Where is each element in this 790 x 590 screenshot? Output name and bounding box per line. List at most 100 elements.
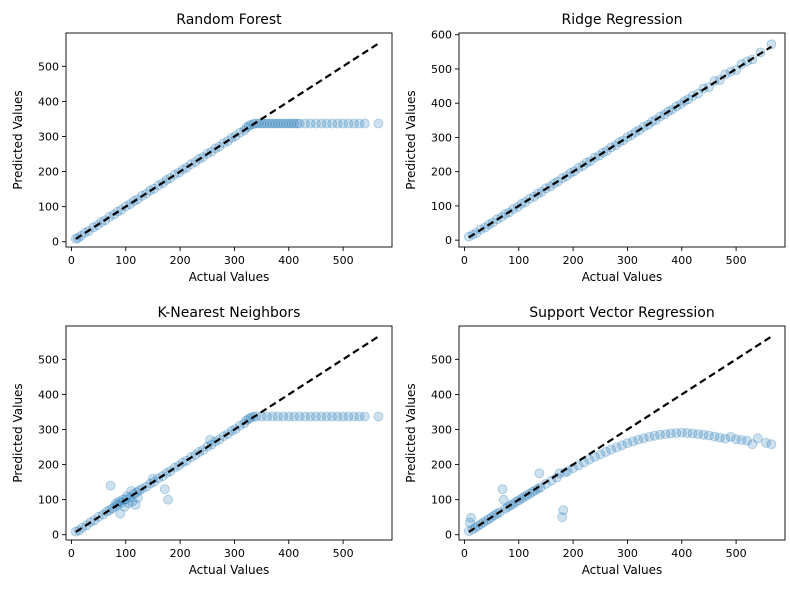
data-point [310, 118, 321, 129]
data-point [291, 118, 302, 129]
x-tick-label: 200 [170, 547, 191, 560]
data-point [281, 118, 292, 129]
data-point [644, 431, 655, 442]
data-point [305, 118, 316, 129]
data-point [316, 118, 327, 129]
y-tick-label: 300 [38, 423, 59, 436]
data-point [633, 434, 644, 445]
data-point [606, 444, 616, 455]
data-point [714, 432, 725, 443]
x-tick-label: 200 [563, 254, 584, 267]
x-tick-label: 400 [671, 547, 692, 560]
data-point [498, 494, 509, 505]
x-tick-label: 200 [563, 547, 584, 560]
data-point [119, 501, 130, 512]
data-point [532, 483, 543, 494]
subplot-ridge-regression: 0 100 200 300 400 500 0 100 200 300 400 500 600 Ridge… [404, 12, 786, 284]
data-point [638, 433, 649, 444]
data-point [262, 118, 272, 129]
y-tick-label: 500 [431, 353, 452, 366]
data-point [275, 118, 286, 129]
y-axis-label: Predicted Values [11, 383, 25, 482]
data-point [300, 118, 311, 129]
x-axis-label: Actual Values [189, 563, 270, 577]
data-point [709, 431, 720, 442]
data-point [327, 411, 338, 422]
data-point [127, 496, 138, 507]
data-point [747, 439, 758, 450]
data-point [321, 411, 332, 422]
data-point [736, 435, 747, 445]
data-point [557, 512, 568, 523]
data-point [283, 118, 294, 129]
data-point [270, 118, 281, 129]
y-tick-label: 200 [38, 166, 59, 179]
data-point [534, 468, 545, 479]
data-point [259, 118, 270, 129]
y-tick-label: 0 [52, 529, 59, 542]
y-tick-label: 0 [445, 234, 452, 247]
scatter-points [70, 118, 384, 244]
x-tick-label: 400 [278, 254, 299, 267]
data-point [349, 118, 359, 129]
data-point [338, 118, 349, 129]
data-point [589, 451, 600, 462]
axes-frame [458, 32, 786, 248]
x-tick-label: 100 [115, 254, 136, 267]
y-tick-label: 100 [431, 494, 452, 507]
x-tick-label: 100 [508, 254, 529, 267]
data-point [327, 118, 338, 129]
y-tick-label: 0 [445, 529, 452, 542]
y-tick-label: 500 [38, 353, 59, 366]
data-point [272, 411, 283, 422]
y-axis-label: Predicted Values [11, 90, 25, 189]
data-point [666, 428, 676, 439]
data-point [720, 433, 731, 444]
data-point [278, 118, 289, 129]
y-tick-label: 500 [38, 60, 59, 73]
identity-reference-line [468, 335, 773, 533]
x-tick-label: 500 [726, 254, 747, 267]
data-point [278, 411, 289, 422]
subplot-support-vector-regression: 0 100 200 300 400 500 0 100 200 300 400 500 Support … [404, 305, 786, 577]
identity-reference-line [75, 42, 380, 240]
identity-reference-line [75, 335, 380, 533]
scatter-points [463, 427, 777, 537]
y-tick-label: 400 [38, 388, 59, 401]
data-point [105, 480, 116, 491]
data-point [338, 411, 349, 422]
data-point [310, 411, 321, 422]
data-point [464, 517, 475, 528]
data-point [742, 56, 752, 67]
data-point [611, 442, 622, 453]
data-point [766, 39, 777, 50]
axes-frame [65, 32, 393, 248]
x-tick-label: 0 [461, 547, 468, 560]
y-tick-label: 200 [431, 459, 452, 472]
data-point [660, 429, 671, 440]
chart-title: Support Vector Regression [529, 305, 714, 321]
data-point [752, 433, 763, 444]
data-point [159, 484, 170, 495]
subplot-random-forest: 0 100 200 300 400 500 0 100 200 300 400 500 Random F… [11, 12, 393, 284]
chart-title: K-Nearest Neighbors [158, 305, 301, 321]
axes-frame [65, 325, 393, 541]
data-point [349, 411, 359, 422]
x-tick-label: 100 [508, 547, 529, 560]
data-point [766, 439, 777, 450]
data-point [373, 411, 384, 422]
data-point [354, 118, 365, 129]
data-point [600, 446, 611, 457]
y-axis-label: Predicted Values [404, 383, 418, 482]
data-point [622, 438, 633, 449]
data-point [617, 440, 627, 451]
x-tick-label: 300 [617, 547, 638, 560]
y-tick-label: 300 [38, 130, 59, 143]
x-tick-label: 400 [671, 254, 692, 267]
data-point [272, 118, 283, 129]
y-tick-label: 300 [431, 131, 452, 144]
y-tick-label: 100 [431, 200, 452, 213]
x-tick-label: 300 [617, 254, 638, 267]
data-point [359, 411, 370, 422]
data-point [321, 118, 332, 129]
